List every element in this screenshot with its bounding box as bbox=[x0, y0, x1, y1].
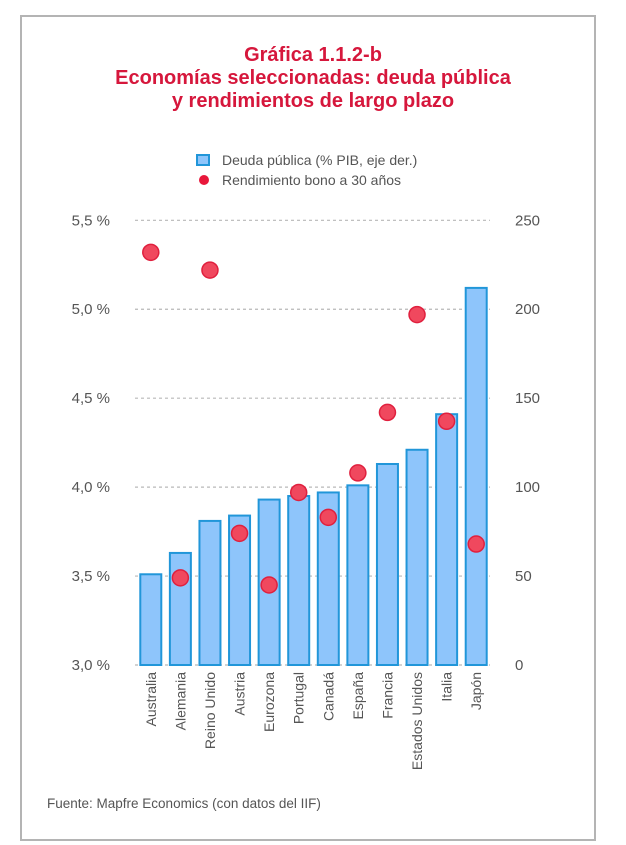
category-label: Canadá bbox=[320, 672, 336, 721]
debt-bar bbox=[316, 491, 340, 666]
category-label: Portugal bbox=[291, 672, 307, 724]
gridlines bbox=[135, 219, 490, 666]
legend-debt-label: Deuda pública (% PIB, eje der.) bbox=[222, 152, 418, 168]
category-label: España bbox=[350, 672, 366, 720]
legend-item-debt: Deuda pública (% PIB, eje der.) bbox=[195, 150, 417, 170]
left-axis-tick-label: 4,5 % bbox=[72, 390, 110, 407]
yield-dot bbox=[201, 261, 219, 279]
yield-dot bbox=[319, 508, 338, 527]
legend-bar-swatch-icon bbox=[196, 154, 210, 166]
yield-dot bbox=[437, 412, 456, 431]
right-axis-tick-label: 200 bbox=[515, 301, 540, 318]
yield-dot bbox=[408, 305, 426, 324]
right-axis-tick-label: 100 bbox=[515, 479, 540, 496]
category-label: Australia bbox=[143, 672, 159, 727]
category-label: Francia bbox=[379, 672, 395, 719]
left-axis-tick-label: 5,5 % bbox=[72, 212, 110, 229]
yield-dot bbox=[142, 243, 160, 262]
legend: Deuda pública (% PIB, eje der.) Rendimie… bbox=[195, 150, 417, 190]
right-axis: 0 50 100 150 200 250 bbox=[515, 212, 540, 674]
chart-frame bbox=[20, 15, 596, 841]
category-label: Estados Unidos bbox=[409, 672, 425, 770]
right-axis-tick-label: 50 bbox=[515, 568, 532, 585]
chart-title-line-1: Gráfica 1.1.2-b bbox=[244, 44, 382, 66]
debt-bar bbox=[228, 514, 252, 667]
chart-title-line-3: y rendimientos de largo plazo bbox=[171, 90, 455, 112]
right-axis-tick-label: 250 bbox=[515, 212, 540, 229]
debt-bars bbox=[139, 286, 488, 667]
yield-dot bbox=[289, 483, 308, 502]
right-axis-tick-label: 150 bbox=[515, 390, 540, 407]
category-label: Italia bbox=[439, 672, 455, 702]
yield-dot bbox=[171, 569, 190, 587]
debt-bar bbox=[464, 286, 488, 666]
left-axis-tick-label: 5,0 % bbox=[72, 301, 110, 318]
debt-bar bbox=[375, 462, 399, 666]
yield-dot bbox=[467, 535, 485, 553]
source-note: Fuente: Mapfre Economics (con datos del … bbox=[47, 796, 321, 811]
left-axis-tick-label: 3,5 % bbox=[72, 568, 110, 585]
category-label: Japón bbox=[468, 672, 484, 710]
yield-dots bbox=[142, 243, 485, 594]
legend-item-yield: Rendimiento bono a 30 años bbox=[195, 170, 417, 190]
debt-bar bbox=[405, 448, 429, 666]
category-label: Eurozona bbox=[261, 672, 277, 732]
category-label: Alemania bbox=[172, 672, 188, 731]
category-label: Reino Unido bbox=[202, 672, 218, 749]
debt-bar bbox=[346, 484, 370, 666]
category-label: Austria bbox=[232, 672, 248, 716]
legend-yield-label: Rendimiento bono a 30 años bbox=[222, 172, 402, 188]
yield-dot bbox=[230, 524, 249, 543]
yield-dot bbox=[260, 576, 278, 594]
chart-title: Gráfica 1.1.2-b Economías seleccionadas:… bbox=[0, 44, 626, 113]
debt-bar bbox=[435, 413, 459, 667]
debt-bar bbox=[139, 573, 163, 666]
chart-title-line-2: Economías seleccionadas: deuda pública bbox=[115, 67, 511, 89]
right-axis-tick-label: 0 bbox=[515, 657, 523, 674]
legend-dot-swatch-icon bbox=[199, 175, 209, 185]
category-labels: Australia Alemania Reino Unido Austria Euroz… bbox=[143, 672, 484, 770]
left-axis-tick-label: 3,0 % bbox=[72, 657, 110, 674]
left-axis-tick-label: 4,0 % bbox=[72, 479, 110, 496]
yield-dot bbox=[349, 464, 367, 482]
debt-bar bbox=[198, 519, 222, 666]
yield-dot bbox=[378, 403, 397, 422]
left-axis: 3,0 % 3,5 % 4,0 % 4,5 % 5,0 % 5,5 % bbox=[72, 212, 110, 674]
debt-bar bbox=[287, 495, 311, 666]
